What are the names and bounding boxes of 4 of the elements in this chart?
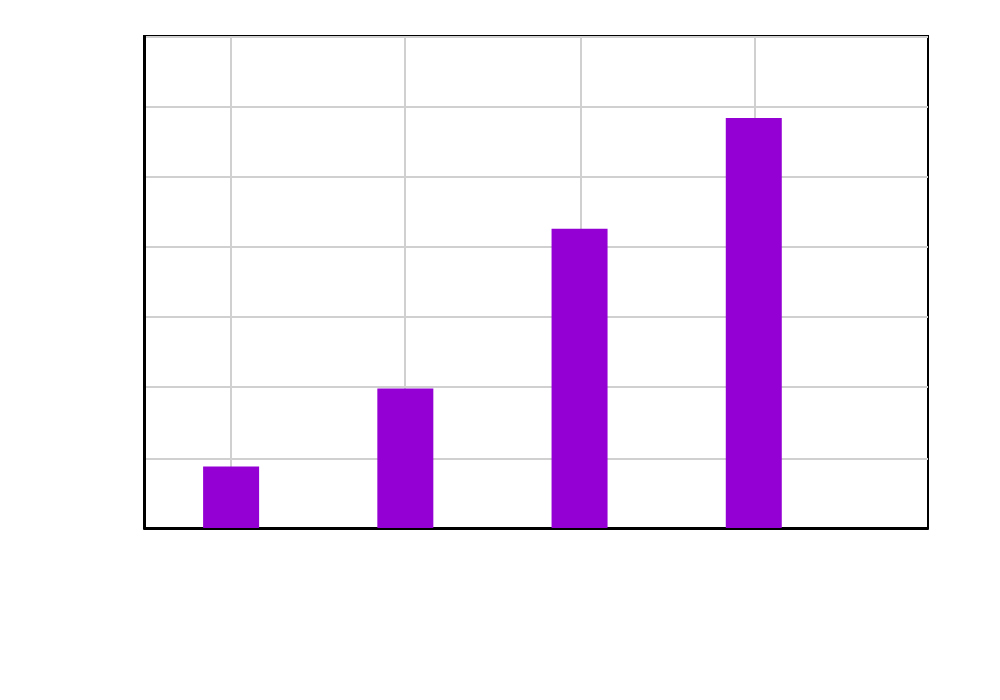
- bar: [725, 118, 782, 528]
- bar: [551, 228, 608, 528]
- bar: [203, 466, 260, 528]
- bar: [377, 388, 434, 528]
